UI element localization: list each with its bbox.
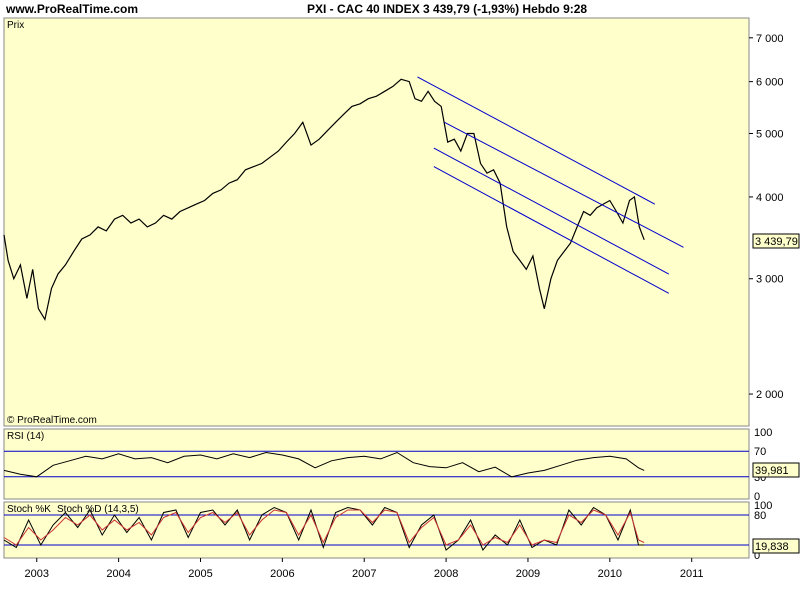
price-series-line bbox=[3, 78, 645, 322]
price-panel-label: Prix bbox=[7, 20, 24, 31]
rsi-y-tick-label: 0 bbox=[754, 491, 760, 503]
stoch-y-tick-label: 0 bbox=[754, 550, 760, 562]
stoch-y-tick-label: 80 bbox=[754, 510, 766, 522]
price-panel bbox=[3, 17, 750, 427]
channel-line bbox=[444, 121, 684, 248]
stoch-secondary-label: Stoch %D (14,3,5) bbox=[57, 504, 139, 515]
header-bar: www.ProRealTime.com PXI - CAC 40 INDEX 3… bbox=[0, 0, 800, 18]
x-tick-label: 2011 bbox=[680, 568, 704, 580]
watermark: © ProRealTime.com bbox=[7, 415, 97, 426]
stoch-y-tick-label: 100 bbox=[754, 500, 772, 512]
channel-line bbox=[433, 147, 670, 275]
x-tick-label: 2006 bbox=[270, 568, 294, 580]
stoch-last-value: 19,838 bbox=[755, 541, 789, 553]
stoch-last-value-box bbox=[752, 538, 800, 554]
stoch-series-line bbox=[3, 509, 645, 546]
channel-line bbox=[433, 166, 670, 294]
price-y-tick-label: 6 000 bbox=[756, 77, 784, 89]
x-tick-label: 2007 bbox=[352, 568, 376, 580]
rsi-last-value: 39,981 bbox=[755, 465, 789, 477]
chart-title: PXI - CAC 40 INDEX 3 439,79 (-1,93%) Heb… bbox=[307, 2, 588, 16]
price-y-tick-label: 4 000 bbox=[756, 192, 784, 204]
x-tick-label: 2005 bbox=[188, 568, 212, 580]
x-tick-label: 2009 bbox=[516, 568, 540, 580]
x-tick-label: 2003 bbox=[25, 568, 49, 580]
site-name[interactable]: www.ProRealTime.com bbox=[6, 2, 139, 16]
rsi-series-line bbox=[3, 451, 645, 478]
price-last-value-box bbox=[752, 233, 800, 249]
channel-line bbox=[417, 76, 656, 205]
price-y-tick-label: 3 000 bbox=[756, 274, 784, 286]
price-y-tick-label: 7 000 bbox=[756, 33, 784, 45]
price-y-tick-label: 5 000 bbox=[756, 128, 784, 140]
x-tick-label: 2004 bbox=[106, 568, 130, 580]
x-tick-label: 2008 bbox=[434, 568, 458, 580]
rsi-y-tick-label: 100 bbox=[754, 427, 772, 439]
stoch-panel bbox=[3, 501, 750, 559]
rsi-last-value-box bbox=[752, 462, 800, 478]
rsi-y-tick-label: 70 bbox=[754, 446, 766, 458]
price-y-tick-label: 2 000 bbox=[756, 389, 784, 401]
rsi-panel bbox=[3, 428, 750, 500]
stoch-panel-label: Stoch %K bbox=[7, 504, 51, 515]
rsi-panel-label: RSI (14) bbox=[7, 431, 44, 442]
x-tick-label: 2010 bbox=[598, 568, 622, 580]
price-last-value: 3 439,79 bbox=[755, 236, 798, 248]
